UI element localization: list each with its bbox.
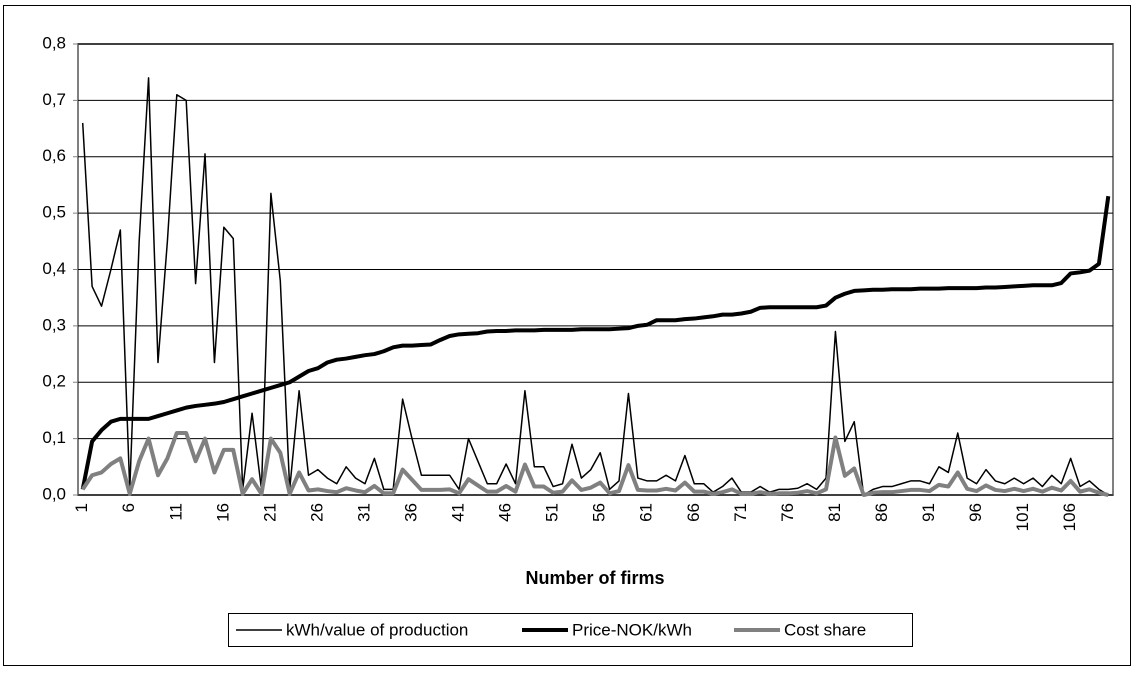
x-tick-label: 91 xyxy=(919,503,938,522)
y-tick-label: 0,8 xyxy=(42,33,66,52)
x-axis-title: Number of firms xyxy=(525,568,664,588)
legend xyxy=(228,613,913,647)
x-tick-label: 1 xyxy=(72,503,91,512)
y-tick-label: 0,5 xyxy=(42,203,66,222)
x-tick-label: 81 xyxy=(825,503,844,522)
y-tick-label: 0,7 xyxy=(42,90,66,109)
series-line xyxy=(80,195,1111,490)
legend-label: kWh/value of production xyxy=(286,620,468,639)
x-tick-label: 71 xyxy=(731,503,750,522)
x-tick-label: 61 xyxy=(637,503,656,522)
x-tick-label: 46 xyxy=(496,503,515,522)
y-tick-label: 0,4 xyxy=(42,259,66,278)
x-tick-label: 56 xyxy=(590,503,609,522)
x-tick-label: 101 xyxy=(1013,503,1032,531)
y-tick-label: 0,1 xyxy=(42,428,66,447)
y-tick-label: 0,0 xyxy=(42,484,66,503)
x-tick-label: 96 xyxy=(966,503,985,522)
x-tick-label: 51 xyxy=(543,503,562,522)
series-line xyxy=(81,77,1109,496)
x-tick-label: 26 xyxy=(307,503,326,522)
series-line xyxy=(81,430,1109,497)
legend-label: Cost share xyxy=(784,620,866,639)
x-tick-label: 6 xyxy=(119,503,138,512)
x-tick-label: 86 xyxy=(872,503,891,522)
x-tick-label: 11 xyxy=(166,503,185,521)
x-tick-label: 36 xyxy=(402,503,421,522)
legend-label: Price-NOK/kWh xyxy=(572,620,692,639)
x-tick-label: 16 xyxy=(213,503,232,522)
y-tick-label: 0,6 xyxy=(42,146,66,165)
x-tick-label: 31 xyxy=(354,503,373,522)
x-tick-label: 106 xyxy=(1060,503,1079,531)
x-tick-label: 66 xyxy=(684,503,703,522)
y-tick-label: 0,3 xyxy=(42,315,66,334)
x-tick-label: 41 xyxy=(449,503,468,522)
x-tick-label: 76 xyxy=(778,503,797,522)
y-tick-label: 0,2 xyxy=(42,372,66,391)
x-tick-label: 21 xyxy=(260,503,279,522)
